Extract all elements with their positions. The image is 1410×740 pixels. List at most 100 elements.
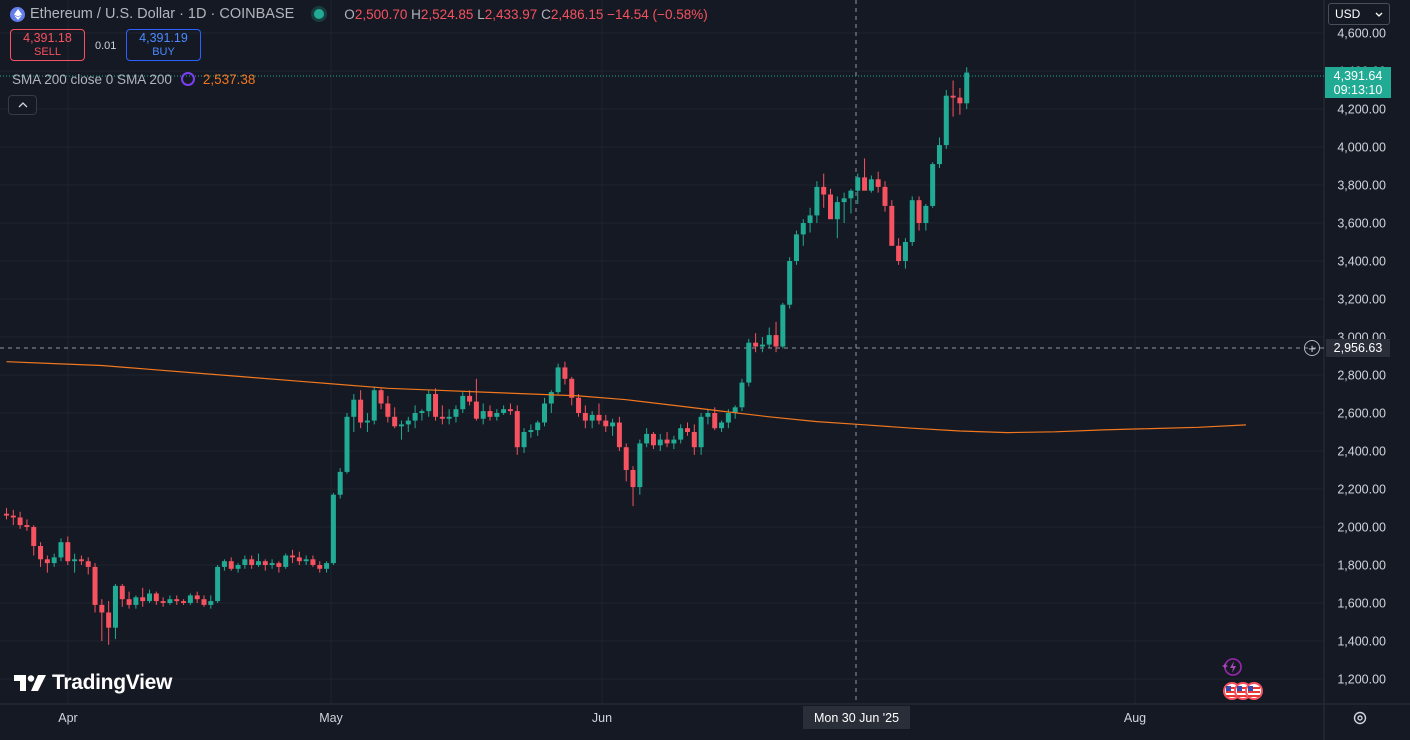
candle-body: [296, 557, 302, 562]
candle-body: [623, 447, 629, 470]
candle-body: [276, 563, 282, 567]
price-tick-label: 3,600.00: [1337, 217, 1386, 231]
tradingview-logo[interactable]: TradingView: [14, 671, 172, 695]
candle-body: [51, 557, 57, 564]
candle-body: [923, 205, 929, 223]
chevron-up-icon: [18, 102, 27, 108]
price-tick-label: 1,200.00: [1337, 673, 1386, 687]
collapse-legend-button[interactable]: [8, 95, 37, 115]
candle-body: [909, 200, 915, 242]
candle-body: [685, 428, 690, 432]
candle-body: [181, 601, 187, 603]
brand-name: TradingView: [52, 671, 173, 694]
candle-body: [119, 585, 125, 600]
time-tick-label: Aug: [1124, 711, 1146, 725]
candle-body: [126, 599, 132, 605]
candle-body: [290, 555, 296, 558]
candle-body: [936, 145, 942, 165]
candle-body: [569, 378, 575, 398]
price-tick-label: 4,000.00: [1337, 141, 1386, 155]
candle-body: [889, 205, 895, 246]
price-tick-label: 2,600.00: [1337, 407, 1386, 421]
candle-body: [637, 443, 643, 488]
price-tick-label: 2,800.00: [1337, 369, 1386, 383]
candle-body: [262, 561, 268, 565]
candle-body: [875, 179, 881, 187]
candle-body: [691, 432, 697, 448]
candle-body: [555, 367, 561, 393]
candle-body: [364, 420, 370, 423]
candle-body: [644, 433, 650, 444]
candle-body: [753, 342, 759, 347]
candle-body: [249, 559, 255, 565]
candle-body: [446, 416, 452, 419]
candle-body: [576, 397, 582, 413]
sma-value: 2,537.38: [202, 71, 256, 87]
symbol-legend: Ethereum / U.S. Dollar · 1D · COINBASE O…: [10, 4, 708, 24]
candle-body: [725, 413, 731, 423]
candle-body: [58, 542, 64, 558]
candle-body: [215, 566, 221, 602]
sell-label: SELL: [34, 46, 61, 58]
candle-body: [719, 422, 725, 429]
candle-body: [10, 515, 16, 518]
candle-body: [603, 420, 609, 427]
settings-gear-icon[interactable]: [1352, 710, 1368, 726]
candle-body: [85, 561, 91, 567]
buy-button[interactable]: 4,391.19 BUY: [126, 29, 201, 61]
sma-indicator-legend[interactable]: SMA 200 close 0 SMA 200 2,537.38: [12, 70, 255, 88]
events-markers[interactable]: [1221, 657, 1271, 703]
candle-body: [671, 439, 677, 444]
candle-body: [324, 563, 330, 569]
candle-body: [834, 202, 840, 220]
candle-body: [167, 599, 173, 603]
chart-grid: [0, 0, 1324, 704]
candle-body: [930, 164, 936, 206]
candle-body: [153, 593, 159, 602]
sma-200-line: [6, 361, 1246, 434]
candle-body: [44, 559, 50, 564]
chevron-down-icon: [1375, 12, 1383, 17]
candle-body: [562, 367, 568, 379]
candle-body: [78, 559, 84, 562]
add-alert-plus-icon[interactable]: +: [1304, 340, 1320, 356]
candle-body: [480, 411, 486, 419]
candle-body: [269, 563, 275, 565]
price-tick-label: 1,800.00: [1337, 559, 1386, 573]
candle-body: [426, 394, 432, 412]
ethereum-icon: [10, 6, 25, 22]
symbol-title[interactable]: Ethereum / U.S. Dollar · 1D · COINBASE: [30, 6, 295, 22]
candle-body: [371, 390, 377, 421]
sell-button[interactable]: 4,391.18 SELL: [10, 29, 85, 61]
last-price-tag: 4,391.64 09:13:10: [1325, 67, 1391, 98]
us-flag-event-icon[interactable]: [1223, 682, 1263, 700]
candle-body: [902, 242, 908, 261]
price-tick-label: 2,200.00: [1337, 483, 1386, 497]
candle-body: [862, 177, 868, 191]
candle-body: [596, 414, 602, 421]
candle-body: [344, 416, 350, 472]
candle-body: [732, 407, 738, 413]
price-tick-label: 3,400.00: [1337, 255, 1386, 269]
candle-body: [582, 413, 588, 421]
candle-body: [187, 595, 193, 603]
candle-body: [235, 565, 241, 569]
price-tick-label: 2,000.00: [1337, 521, 1386, 535]
candle-body: [848, 190, 854, 199]
candle-body: [657, 439, 663, 446]
candle-body: [793, 234, 799, 261]
candle-body: [221, 561, 227, 567]
candle-body: [65, 542, 71, 562]
candle-body: [228, 561, 234, 569]
last-price-value: 4,391.64: [1333, 68, 1383, 83]
candle-body: [705, 413, 711, 417]
lightning-event-icon[interactable]: [1222, 658, 1242, 676]
time-tick-label: Apr: [58, 711, 77, 725]
candle-body: [133, 597, 139, 605]
candle-body: [766, 335, 772, 345]
candle-body: [351, 399, 357, 417]
price-tick-label: 3,200.00: [1337, 293, 1386, 307]
currency-select[interactable]: USD: [1328, 3, 1390, 25]
candle-body: [616, 422, 622, 448]
